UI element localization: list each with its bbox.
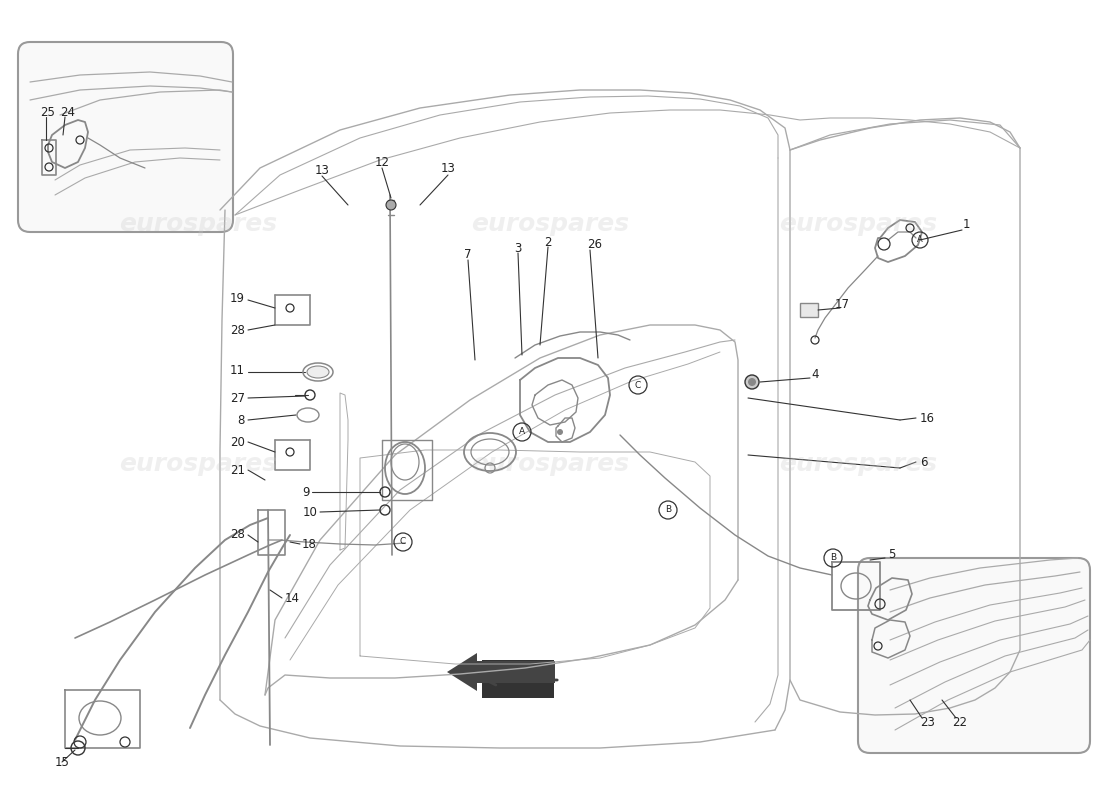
Text: 27: 27 xyxy=(230,391,245,405)
Text: 16: 16 xyxy=(920,411,935,425)
Text: 28: 28 xyxy=(230,323,245,337)
Text: A: A xyxy=(917,235,923,245)
Text: 7: 7 xyxy=(464,249,472,262)
FancyArrow shape xyxy=(447,653,556,691)
Text: 2: 2 xyxy=(544,235,552,249)
Text: 22: 22 xyxy=(952,715,967,729)
Text: 1: 1 xyxy=(962,218,970,231)
Text: eurospares: eurospares xyxy=(471,452,629,476)
Text: eurospares: eurospares xyxy=(119,212,277,236)
Text: 8: 8 xyxy=(238,414,245,426)
Text: 5: 5 xyxy=(888,549,895,562)
Text: 14: 14 xyxy=(285,591,300,605)
FancyBboxPatch shape xyxy=(858,558,1090,753)
Text: 26: 26 xyxy=(587,238,603,251)
Text: 4: 4 xyxy=(812,369,818,382)
Circle shape xyxy=(386,200,396,210)
Text: C: C xyxy=(635,381,641,390)
Text: 18: 18 xyxy=(302,538,317,550)
Text: B: B xyxy=(664,506,671,514)
Text: B: B xyxy=(829,554,836,562)
Text: 24: 24 xyxy=(60,106,75,118)
Text: eurospares: eurospares xyxy=(779,212,937,236)
Text: 21: 21 xyxy=(230,463,245,477)
Text: 19: 19 xyxy=(230,291,245,305)
Text: eurospares: eurospares xyxy=(119,452,277,476)
Text: 12: 12 xyxy=(374,155,389,169)
Text: 10: 10 xyxy=(304,506,318,518)
Text: eurospares: eurospares xyxy=(779,452,937,476)
Text: 28: 28 xyxy=(230,529,245,542)
Ellipse shape xyxy=(307,366,329,378)
Bar xyxy=(482,660,554,698)
Text: 15: 15 xyxy=(55,755,70,769)
Text: 20: 20 xyxy=(230,435,245,449)
Text: 17: 17 xyxy=(835,298,849,311)
Text: 25: 25 xyxy=(40,106,55,118)
Text: 13: 13 xyxy=(315,163,329,177)
Circle shape xyxy=(557,429,563,435)
Text: 9: 9 xyxy=(302,486,310,498)
Bar xyxy=(800,303,818,317)
Text: A: A xyxy=(519,427,525,437)
Circle shape xyxy=(748,378,756,386)
Text: 6: 6 xyxy=(920,455,927,469)
Text: 11: 11 xyxy=(230,363,245,377)
Text: 3: 3 xyxy=(515,242,521,254)
FancyBboxPatch shape xyxy=(18,42,233,232)
Text: 13: 13 xyxy=(441,162,455,174)
Text: 23: 23 xyxy=(920,715,935,729)
Circle shape xyxy=(745,375,759,389)
Text: C: C xyxy=(400,538,406,546)
Text: eurospares: eurospares xyxy=(471,212,629,236)
